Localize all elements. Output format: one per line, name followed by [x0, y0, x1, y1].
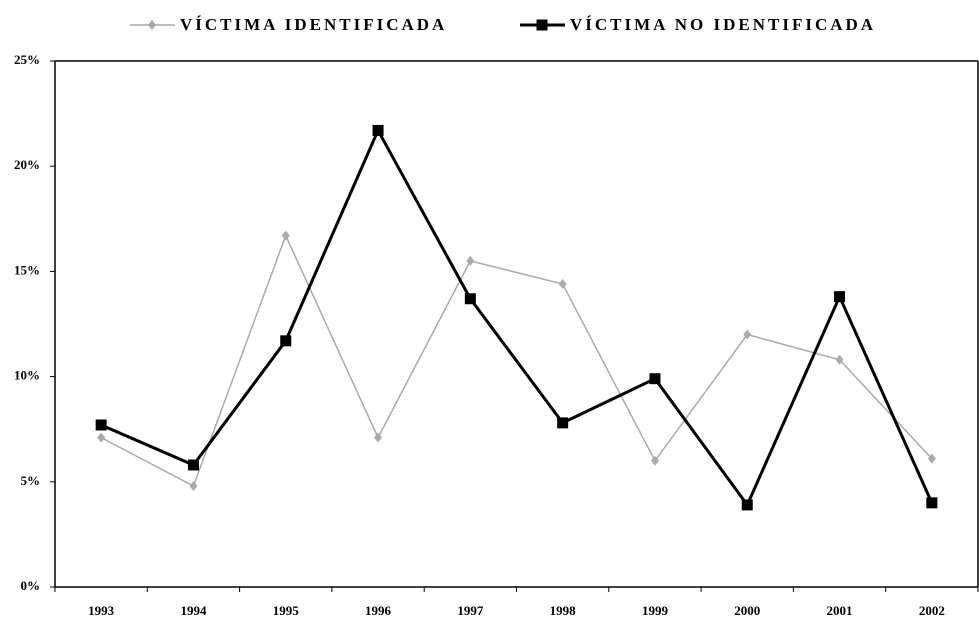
y-tick-label: 25% [14, 52, 40, 67]
point [280, 335, 292, 347]
point [927, 453, 936, 464]
legend-marker [536, 19, 548, 31]
legend-marker [148, 20, 156, 30]
point [374, 432, 383, 443]
point [466, 255, 475, 266]
y-tick-label: 15% [14, 262, 40, 277]
point [189, 481, 198, 492]
x-tick-label: 2000 [734, 603, 760, 618]
point [97, 432, 106, 443]
x-tick-label: 1998 [550, 603, 577, 618]
legend-label: VÍCTIMA IDENTIFICADA [180, 15, 447, 34]
point [650, 455, 659, 466]
point [187, 459, 199, 471]
series-line [100, 233, 933, 488]
point [95, 419, 107, 431]
x-tick-label: 1999 [642, 603, 669, 618]
x-tick-label: 1994 [180, 603, 207, 618]
legend-label: VÍCTIMA NO IDENTIFICADA [570, 15, 876, 34]
y-tick-label: 20% [14, 157, 40, 172]
series-line [100, 127, 934, 508]
x-tick-label: 2002 [919, 603, 945, 618]
x-tick-label: 1996 [365, 603, 392, 618]
x-tick-label: 1997 [457, 603, 484, 618]
point [649, 373, 661, 385]
point [926, 497, 938, 509]
point [743, 329, 752, 340]
point [558, 279, 567, 290]
y-tick-label: 0% [21, 578, 41, 593]
y-tick-label: 5% [21, 473, 41, 488]
point [557, 417, 569, 429]
x-tick-label: 1993 [88, 603, 115, 618]
y-tick-label: 10% [14, 368, 40, 383]
point [372, 124, 384, 136]
point [834, 291, 846, 303]
point [464, 293, 476, 305]
x-tick-label: 1995 [273, 603, 300, 618]
point [741, 499, 753, 511]
point [281, 230, 290, 241]
x-tick-label: 2001 [827, 603, 853, 618]
point [835, 354, 844, 365]
